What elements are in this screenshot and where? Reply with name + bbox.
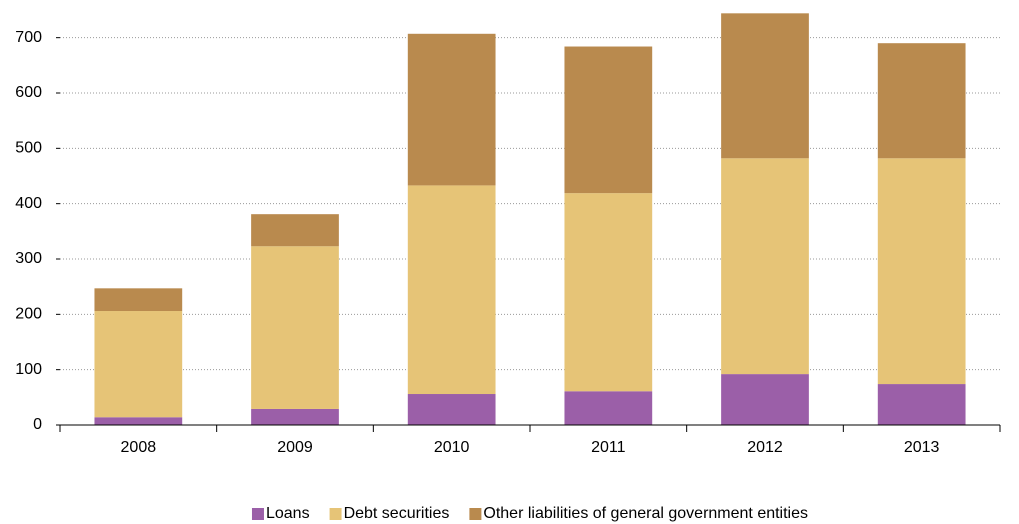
bar-segment	[94, 417, 183, 425]
legend-swatch	[469, 508, 482, 520]
x-tick-label: 2009	[277, 439, 313, 456]
bar-segment	[564, 46, 653, 194]
bar-segment	[721, 158, 809, 375]
bar-segment	[251, 246, 339, 409]
bar-segment	[94, 288, 183, 312]
y-tick-label: 0	[33, 416, 42, 433]
y-tick-label: 700	[15, 29, 42, 46]
legend-swatch	[329, 508, 342, 520]
bar-segment	[94, 311, 183, 418]
y-tick-label: 300	[15, 250, 42, 267]
bar-segment	[877, 158, 966, 385]
legend-label: Other liabilities of general government …	[483, 505, 808, 522]
bar-segment	[251, 408, 339, 425]
bar-segment	[251, 214, 339, 247]
bar-segment	[721, 374, 809, 425]
legend-swatch	[251, 508, 264, 520]
bar-segment	[564, 391, 653, 425]
bar-segment	[407, 33, 496, 186]
legend-label: Debt securities	[344, 505, 450, 522]
bar-segment	[877, 384, 966, 425]
x-tick-label: 2012	[747, 439, 783, 456]
bar-segment	[407, 185, 496, 395]
bar-segment	[564, 193, 653, 392]
y-tick-label: 600	[15, 84, 42, 101]
y-tick-label: 200	[15, 306, 42, 323]
y-tick-label: 500	[15, 140, 42, 157]
x-tick-label: 2013	[904, 439, 940, 456]
bar-segment	[407, 394, 496, 425]
bar-segment	[721, 13, 809, 159]
x-tick-label: 2008	[121, 439, 157, 456]
x-tick-label: 2011	[591, 439, 626, 456]
bar-segment	[877, 43, 966, 159]
y-tick-label: 400	[15, 195, 42, 212]
x-tick-label: 2010	[434, 439, 470, 456]
y-tick-label: 100	[15, 361, 42, 378]
legend-label: Loans	[266, 505, 310, 522]
